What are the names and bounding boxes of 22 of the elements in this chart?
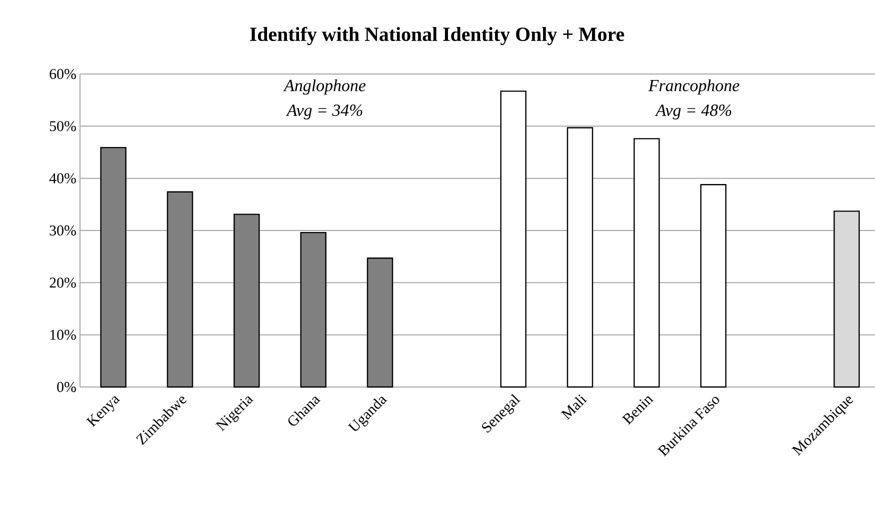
- annotation: Anglophone: [283, 79, 366, 95]
- annotation: Francophone: [648, 79, 740, 95]
- bar: [834, 210, 860, 388]
- bar: [566, 127, 594, 388]
- bar: [100, 146, 126, 388]
- bar: [366, 258, 394, 388]
- bar: [634, 138, 660, 388]
- y-tick-label: 40%: [49, 173, 76, 184]
- y-tick-label: 50%: [50, 121, 76, 132]
- y-tick-label: 10%: [50, 330, 76, 340]
- bar: [234, 214, 260, 388]
- annotation: Avg = 34%: [286, 104, 362, 120]
- y-tick-label: 0%: [57, 382, 76, 392]
- bar: [300, 232, 326, 388]
- y-tick-label: 30%: [50, 225, 76, 236]
- y-tick-label: 20%: [50, 278, 76, 288]
- bar: [166, 191, 194, 388]
- annotation: Avg = 48%: [654, 104, 732, 120]
- bar: [700, 184, 726, 388]
- y-tick-label: 60%: [50, 68, 76, 80]
- chart-title: Identify with National Identity Only + More: [250, 26, 624, 46]
- bar: [500, 90, 526, 388]
